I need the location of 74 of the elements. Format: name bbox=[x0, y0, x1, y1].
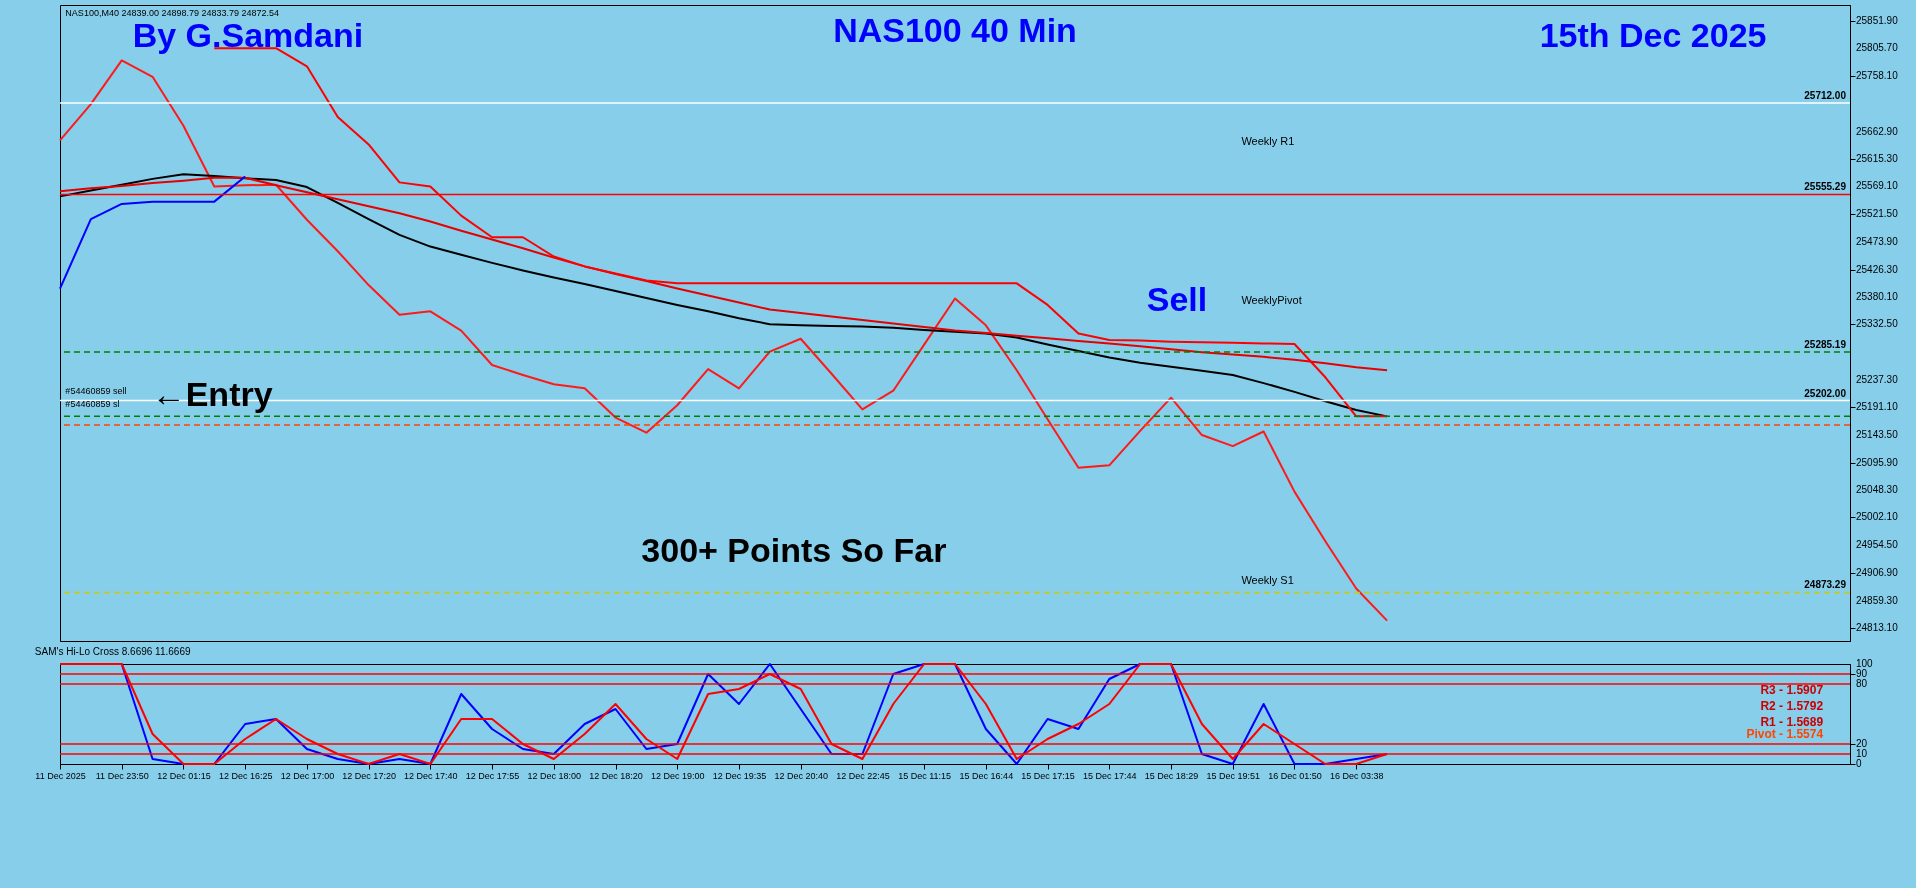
ref-line-label: 25202.00 bbox=[1804, 387, 1847, 399]
y-tick-label: 25851.90 bbox=[1856, 15, 1899, 27]
y-tick-label: 25521.50 bbox=[1856, 208, 1899, 220]
y-tick-label: 0 bbox=[1856, 758, 1862, 769]
y-tick-label: 25758.10 bbox=[1856, 70, 1899, 82]
x-tick-label: 12 Dec 17:55 bbox=[465, 770, 520, 781]
annotation: Weekly R1 bbox=[1241, 134, 1295, 147]
x-tick-label: 15 Dec 17:15 bbox=[1021, 770, 1075, 781]
x-tick-label: 12 Dec 16:25 bbox=[218, 770, 273, 781]
x-tick-label: 12 Dec 17:20 bbox=[342, 770, 396, 781]
y-tick-label: 24906.90 bbox=[1856, 566, 1899, 578]
x-tick-label: 15 Dec 11:15 bbox=[898, 770, 952, 781]
x-tick-label: 16 Dec 03:38 bbox=[1329, 770, 1384, 781]
annotation: ←Entry bbox=[151, 375, 273, 414]
x-tick-label: 11 Dec 2025 bbox=[35, 770, 86, 781]
annotation: 300+ Points So Far bbox=[641, 530, 947, 569]
y-tick-label: 25615.30 bbox=[1856, 153, 1899, 165]
y-tick-label: 24859.30 bbox=[1856, 594, 1899, 606]
line-series bbox=[59, 176, 1389, 372]
annotation: #54460859 sl bbox=[65, 399, 120, 410]
ref-line-label: 25712.00 bbox=[1804, 90, 1847, 102]
y-tick-label: 25048.30 bbox=[1856, 484, 1899, 496]
x-tick-label: 12 Dec 22:45 bbox=[836, 770, 890, 781]
y-tick-label: 25426.30 bbox=[1856, 263, 1899, 275]
y-tick-label: 24954.50 bbox=[1856, 539, 1899, 551]
y-tick-label: 25473.90 bbox=[1856, 235, 1899, 247]
x-tick-label: 15 Dec 17:44 bbox=[1083, 770, 1137, 781]
line-series bbox=[59, 175, 247, 290]
y-tick-label: 80 bbox=[1856, 678, 1868, 689]
annotation: R2 - 1.5792 bbox=[1760, 699, 1824, 713]
x-tick-label: 15 Dec 18:29 bbox=[1144, 770, 1199, 781]
line-series bbox=[59, 59, 1389, 622]
y-tick-label: 25002.10 bbox=[1856, 511, 1899, 523]
x-tick-label: 12 Dec 19:00 bbox=[650, 770, 705, 781]
ref-line-label: 25555.29 bbox=[1804, 181, 1847, 193]
annotation: R1 - 1.5689 bbox=[1760, 715, 1824, 729]
x-tick-label: 15 Dec 19:51 bbox=[1206, 770, 1261, 781]
y-tick-label: 25805.70 bbox=[1856, 42, 1899, 54]
ref-line-label: 25285.19 bbox=[1804, 339, 1847, 351]
annotation: By G.Samdani bbox=[132, 15, 364, 54]
y-tick-label: 20 bbox=[1856, 738, 1868, 749]
chart-title: SAM's Hi-Lo Cross 8.6696 11.6669 bbox=[34, 646, 191, 657]
x-tick-label: 12 Dec 20:40 bbox=[774, 770, 828, 781]
y-tick-label: 25332.50 bbox=[1856, 318, 1899, 330]
x-tick-label: 12 Dec 17:40 bbox=[404, 770, 458, 781]
chart-title: NAS100 40 Min bbox=[833, 11, 1077, 49]
y-tick-label: 25191.10 bbox=[1856, 400, 1899, 412]
x-tick-label: 15 Dec 16:44 bbox=[959, 770, 1014, 781]
x-tick-label: 12 Dec 18:00 bbox=[527, 770, 582, 781]
annotation: NAS100,M40 24839.00 24898.79 24833.79 24872.54 bbox=[65, 7, 280, 18]
annotation: WeeklyPivot bbox=[1241, 293, 1302, 306]
x-tick-label: 12 Dec 17:00 bbox=[280, 770, 335, 781]
x-tick-label: 12 Dec 18:20 bbox=[589, 770, 643, 781]
y-tick-label: 100 bbox=[1856, 658, 1874, 669]
y-tick-label: 25569.10 bbox=[1856, 180, 1899, 192]
y-tick-label: 25095.90 bbox=[1856, 456, 1899, 468]
x-tick-label: 12 Dec 01:15 bbox=[157, 770, 211, 781]
y-tick-label: 25380.10 bbox=[1856, 290, 1899, 302]
x-tick-label: 11 Dec 23:50 bbox=[95, 770, 149, 781]
annotation: #54460859 sell bbox=[65, 386, 127, 397]
y-tick-label: 10 bbox=[1856, 748, 1868, 759]
y-tick-label: 24813.10 bbox=[1856, 621, 1899, 633]
annotation: 15th Dec 2025 bbox=[1539, 15, 1767, 54]
annotation: Sell bbox=[1146, 279, 1208, 318]
annotation: Pivot - 1.5574 bbox=[1746, 727, 1824, 741]
annotation: Weekly S1 bbox=[1241, 573, 1294, 586]
ref-line-label: 24873.29 bbox=[1804, 579, 1847, 591]
x-tick-label: 12 Dec 19:35 bbox=[712, 770, 767, 781]
y-tick-label: 25237.30 bbox=[1856, 374, 1899, 386]
y-tick-label: 90 bbox=[1856, 668, 1868, 679]
annotation: R3 - 1.5907 bbox=[1760, 683, 1824, 697]
y-tick-label: 25143.50 bbox=[1856, 428, 1899, 440]
x-tick-label: 16 Dec 01:50 bbox=[1268, 770, 1322, 781]
y-tick-label: 25662.90 bbox=[1856, 125, 1899, 137]
